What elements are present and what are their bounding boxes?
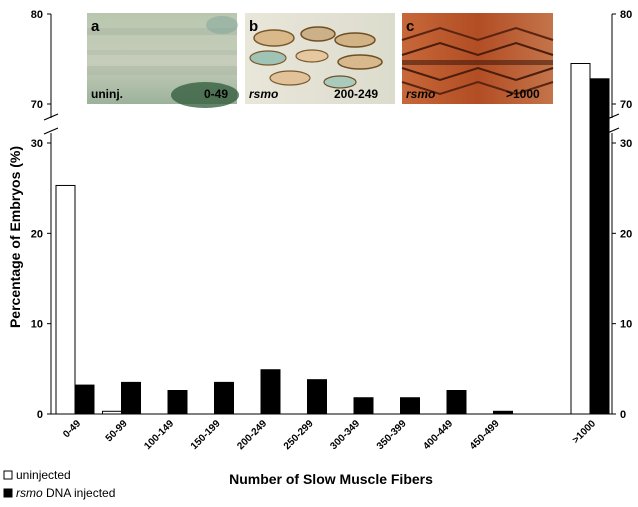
y-tick-label-right: 70 xyxy=(620,99,632,111)
x-tick-label: 350-399 xyxy=(375,418,409,452)
bar-injected xyxy=(353,397,374,415)
legend-swatch-uninjected xyxy=(3,470,13,480)
inset-c-caption: rsmo xyxy=(406,87,435,101)
bar-injected xyxy=(400,397,420,415)
legend-label-injected-rest: DNA injected xyxy=(43,486,116,500)
bar-uninjected xyxy=(55,184,76,415)
y-tick-label-right: 20 xyxy=(620,228,632,240)
x-tick-label: 300-349 xyxy=(328,418,362,452)
y-tick-label-left: 0 xyxy=(37,409,43,421)
inset-c-letter: c xyxy=(406,18,414,35)
y-axis-title: Percentage of Embryos (%) xyxy=(7,146,23,328)
y-tick-label-right: 80 xyxy=(620,9,632,21)
bar-injected xyxy=(446,390,467,415)
legend-swatch-injected xyxy=(3,488,13,498)
x-tick-label: 450-499 xyxy=(468,418,502,452)
bar-injected xyxy=(74,384,95,415)
y-tick-label-left: 10 xyxy=(31,319,43,331)
y-tick-label-right: 10 xyxy=(620,319,632,331)
y-tick-label-right: 0 xyxy=(620,409,626,421)
bar-injected xyxy=(167,390,188,415)
inset-c-range-label: >1000 xyxy=(506,87,540,101)
inset-b-range-label: 200-249 xyxy=(334,87,378,101)
y-tick-label-left: 20 xyxy=(31,228,43,240)
y-tick-label-left: 30 xyxy=(31,138,43,150)
x-tick-label: >1000 xyxy=(570,418,598,446)
inset-c-micrograph: c rsmo >1000 xyxy=(401,13,554,104)
bar-injected xyxy=(589,78,610,415)
inset-b-letter: b xyxy=(249,18,258,35)
bar-injected xyxy=(307,379,327,415)
bar-injected xyxy=(260,369,281,415)
inset-a-range-label: 0-49 xyxy=(204,87,228,101)
inset-b-micrograph: b rsmo 200-249 xyxy=(245,13,395,104)
x-tick-label: 100-149 xyxy=(142,418,176,452)
x-tick-label: 0-49 xyxy=(61,418,83,440)
x-tick-label: 150-199 xyxy=(189,418,223,452)
x-tick-label: 250-299 xyxy=(282,418,316,452)
inset-a-micrograph: a uninj. 0-49 xyxy=(87,13,239,108)
inset-a-caption: uninj. xyxy=(91,87,123,101)
x-axis-title: Number of Slow Muscle Fibers xyxy=(229,471,433,487)
y-tick-label-left: 80 xyxy=(31,9,43,21)
y-tick-label-right: 30 xyxy=(620,138,632,150)
bar-injected xyxy=(214,381,234,415)
legend: uninjected rsmo DNA injected xyxy=(3,468,115,500)
legend-label-uninjected: uninjected xyxy=(16,468,71,482)
bar-injected xyxy=(121,381,141,415)
x-tick-label: 50-99 xyxy=(104,418,130,444)
inset-b-caption: rsmo xyxy=(249,87,278,101)
x-tick-label: 400-449 xyxy=(421,418,455,452)
bar-uninjected xyxy=(570,63,591,415)
y-tick-label-left: 70 xyxy=(31,99,43,111)
inset-a-letter: a xyxy=(91,18,100,35)
bar-uninjected xyxy=(102,410,122,415)
legend-label-injected-italic: rsmo xyxy=(16,486,43,500)
bar-injected xyxy=(493,410,513,415)
axis-break-left xyxy=(43,113,59,135)
x-tick-label: 200-249 xyxy=(235,418,269,452)
legend-label-injected: rsmo DNA injected xyxy=(16,486,115,500)
